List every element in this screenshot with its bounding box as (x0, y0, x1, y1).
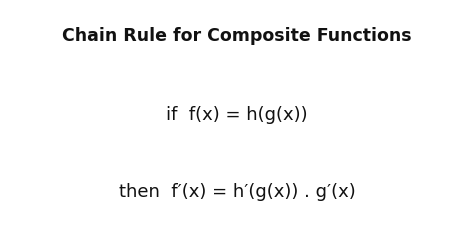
Text: if  f(x) = h(g(x)): if f(x) = h(g(x)) (166, 106, 308, 124)
Text: Chain Rule for Composite Functions: Chain Rule for Composite Functions (62, 27, 412, 45)
Text: then  f′(x) = h′(g(x)) . g′(x): then f′(x) = h′(g(x)) . g′(x) (118, 183, 356, 201)
